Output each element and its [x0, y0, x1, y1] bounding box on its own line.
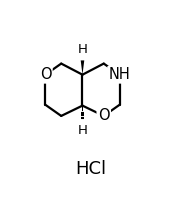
Text: NH: NH — [109, 67, 130, 82]
Text: O: O — [98, 108, 110, 123]
Polygon shape — [81, 60, 84, 75]
Text: H: H — [78, 124, 87, 137]
Text: HCl: HCl — [75, 160, 106, 178]
Text: O: O — [40, 67, 51, 82]
Text: H: H — [78, 43, 87, 56]
